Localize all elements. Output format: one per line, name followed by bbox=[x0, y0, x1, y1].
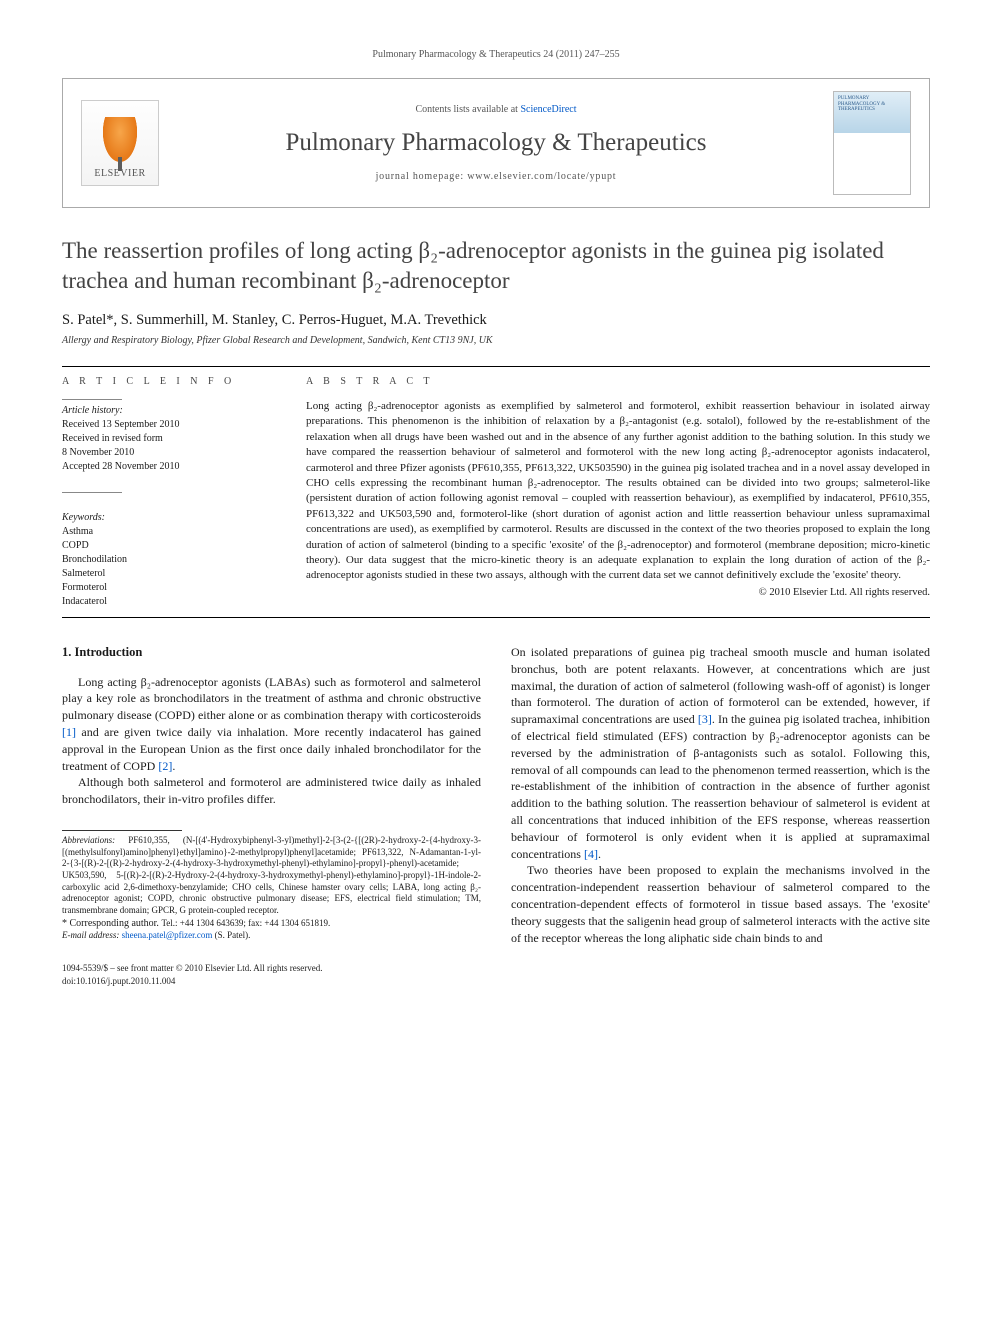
corr-tel: Tel.: +44 1304 643639; fax: +44 1304 651… bbox=[161, 918, 330, 928]
history-accepted: Accepted 28 November 2010 bbox=[62, 460, 270, 474]
email-link[interactable]: sheena.patel@pfizer.com bbox=[122, 930, 213, 940]
abbrev-text: PF610,355, (N-[(4'-Hydroxybiphenyl-3-yl)… bbox=[62, 835, 481, 915]
tree-icon bbox=[100, 117, 140, 167]
body-paragraph: On isolated preparations of guinea pig t… bbox=[511, 644, 930, 862]
running-head: Pulmonary Pharmacology & Therapeutics 24… bbox=[62, 48, 930, 62]
journal-masthead: ELSEVIER Contents lists available at Sci… bbox=[62, 78, 930, 208]
body-paragraph: Long acting β₂-adrenoceptor agonists (LA… bbox=[62, 674, 481, 775]
keyword: Salmeterol bbox=[62, 567, 270, 581]
history-label: Article history: bbox=[62, 404, 270, 418]
email-label: E-mail address: bbox=[62, 930, 122, 940]
body-text: and are given twice daily via inhalation… bbox=[62, 725, 481, 773]
elsevier-logo: ELSEVIER bbox=[81, 100, 159, 186]
divider bbox=[62, 492, 122, 493]
ref-link-4[interactable]: [4] bbox=[584, 847, 598, 861]
body-text: . bbox=[172, 759, 175, 773]
keyword: Asthma bbox=[62, 525, 270, 539]
abstract-block: A B S T R A C T Long acting β₂-adrenocep… bbox=[306, 373, 930, 609]
ref-link-2[interactable]: [2] bbox=[158, 759, 172, 773]
body-text: . bbox=[598, 847, 601, 861]
abbreviations-footnote: Abbreviations: PF610,355, (N-[(4'-Hydrox… bbox=[62, 835, 481, 917]
body-paragraph: Two theories have been proposed to expla… bbox=[511, 862, 930, 946]
ref-link-3[interactable]: [3] bbox=[698, 712, 712, 726]
corr-label: * Corresponding author. bbox=[62, 918, 161, 929]
issn-line: 1094-5539/$ – see front matter © 2010 El… bbox=[62, 962, 930, 975]
article-info-heading: A R T I C L E I N F O bbox=[62, 375, 270, 389]
ref-link-1[interactable]: [1] bbox=[62, 725, 76, 739]
history-revised1: Received in revised form bbox=[62, 432, 270, 446]
doi-line: doi:10.1016/j.pupt.2010.11.004 bbox=[62, 975, 930, 988]
keyword: COPD bbox=[62, 539, 270, 553]
footnote-block: Abbreviations: PF610,355, (N-[(4'-Hydrox… bbox=[62, 830, 481, 942]
body-text: Long acting β₂-adrenoceptor agonists (LA… bbox=[62, 675, 481, 723]
page-footer: 1094-5539/$ – see front matter © 2010 El… bbox=[62, 962, 930, 987]
homepage-url[interactable]: www.elsevier.com/locate/ypupt bbox=[467, 171, 616, 182]
abstract-text: Long acting β₂-adrenoceptor agonists as … bbox=[306, 399, 930, 584]
divider bbox=[62, 830, 182, 831]
sciencedirect-link[interactable]: ScienceDirect bbox=[520, 104, 576, 115]
article-info-block: A R T I C L E I N F O Article history: R… bbox=[62, 373, 270, 609]
body-paragraph: Although both salmeterol and formoterol … bbox=[62, 774, 481, 808]
keywords-block: Keywords: Asthma COPD Bronchodilation Sa… bbox=[62, 511, 270, 609]
keyword: Indacaterol bbox=[62, 595, 270, 609]
corresponding-author: * Corresponding author. Tel.: +44 1304 6… bbox=[62, 917, 481, 930]
contents-prefix: Contents lists available at bbox=[415, 104, 520, 115]
homepage-line: journal homepage: www.elsevier.com/locat… bbox=[175, 170, 817, 184]
divider bbox=[62, 617, 930, 618]
cover-title: PULMONARY PHARMACOLOGY & THERAPEUTICS bbox=[838, 96, 906, 113]
journal-name: Pulmonary Pharmacology & Therapeutics bbox=[175, 125, 817, 160]
affiliation: Allergy and Respiratory Biology, Pfizer … bbox=[62, 334, 930, 348]
keywords-label: Keywords: bbox=[62, 511, 270, 525]
copyright-line: © 2010 Elsevier Ltd. All rights reserved… bbox=[306, 586, 930, 601]
email-line: E-mail address: sheena.patel@pfizer.com … bbox=[62, 930, 481, 942]
history-revised2: 8 November 2010 bbox=[62, 446, 270, 460]
divider bbox=[62, 399, 122, 400]
article-title: The reassertion profiles of long acting … bbox=[62, 236, 930, 296]
journal-cover-thumbnail: PULMONARY PHARMACOLOGY & THERAPEUTICS bbox=[833, 91, 911, 195]
keyword: Formoterol bbox=[62, 581, 270, 595]
author-list: S. Patel*, S. Summerhill, M. Stanley, C.… bbox=[62, 310, 930, 330]
article-history: Article history: Received 13 September 2… bbox=[62, 404, 270, 474]
abstract-heading: A B S T R A C T bbox=[306, 375, 930, 389]
contents-line: Contents lists available at ScienceDirec… bbox=[175, 103, 817, 117]
homepage-prefix: journal homepage: bbox=[376, 171, 468, 182]
body-text: . In the guinea pig isolated trachea, in… bbox=[511, 712, 930, 860]
abbrev-label: Abbreviations: bbox=[62, 835, 115, 845]
divider bbox=[62, 366, 930, 367]
body-columns: 1. Introduction Long acting β₂-adrenocep… bbox=[62, 644, 930, 946]
email-who: (S. Patel). bbox=[212, 930, 250, 940]
section-heading: 1. Introduction bbox=[62, 644, 481, 662]
keyword: Bronchodilation bbox=[62, 553, 270, 567]
history-received: Received 13 September 2010 bbox=[62, 418, 270, 432]
